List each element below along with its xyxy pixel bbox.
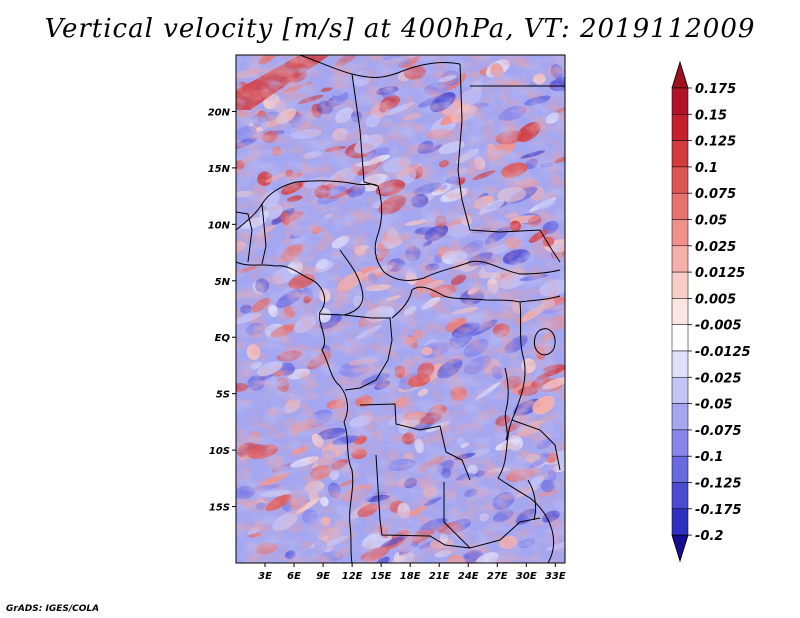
lat-tick-label: 15N	[208, 164, 231, 175]
colorbar-segment	[671, 245, 689, 273]
lon-tick-label: 15E	[371, 571, 392, 582]
colorbar-label: -0.125	[695, 477, 742, 492]
colorbar-label: -0.025	[695, 371, 742, 386]
colorbar: 0.175 0.15 0.125 0.1 0.075 0.05 0.025 0.0125 0.0…	[671, 60, 751, 563]
lat-tick-label: EQ	[215, 333, 231, 344]
colorbar-segment	[671, 429, 689, 457]
colorbar-label: -0.075	[695, 424, 742, 439]
lon-tick-label: 6E	[287, 571, 301, 582]
border-sahel	[236, 180, 379, 231]
colorbar-label: 0.1	[695, 161, 718, 176]
colorbar-bottom-arrow	[671, 534, 689, 563]
lon-tick-label: 33E	[545, 571, 566, 582]
colorbar-segment	[671, 166, 689, 194]
border-sudan	[457, 63, 561, 263]
colorbar-label: -0.005	[695, 319, 742, 334]
lon-tick-label: 27E	[487, 571, 508, 582]
colorbar-label: 0.175	[695, 82, 736, 97]
border-north-1	[299, 55, 461, 78]
colorbar-label: 0.05	[695, 214, 727, 229]
lat-tick-label: 5S	[216, 390, 230, 401]
border-tanzania	[511, 419, 561, 471]
colorbar-label: -0.0125	[695, 345, 751, 360]
colorbar-segment	[671, 219, 689, 247]
colorbar-segment	[671, 324, 689, 352]
lon-tick-label: 18E	[400, 571, 421, 582]
lat-tick-label: 5N	[215, 277, 231, 288]
vertical-velocity-map	[236, 55, 565, 563]
colorbar-label: 0.025	[695, 240, 736, 255]
border-angola-drc	[359, 403, 471, 481]
colorbar-top-arrow	[671, 60, 689, 89]
lon-tick-label: 9E	[316, 571, 330, 582]
lake-malawi	[527, 479, 537, 521]
border-gabon-congo	[343, 314, 393, 391]
lat-tick-label: 20N	[208, 107, 231, 118]
colorbar-segment	[671, 377, 689, 404]
colorbar-segment	[671, 350, 689, 378]
colorbar-label: 0.0125	[695, 266, 745, 281]
map-title: Vertical velocity [m/s] at 400hPa, VT: 2…	[44, 14, 756, 44]
colorbar-label: -0.2	[695, 529, 723, 544]
colorbar-label: 0.005	[695, 292, 736, 307]
colorbar-label: -0.175	[695, 503, 742, 518]
border-angola-south	[375, 454, 471, 549]
border-ghana	[261, 203, 267, 265]
colorbar-segment	[671, 298, 689, 325]
lat-tick-label: 15S	[209, 503, 230, 514]
border-cameroon	[319, 249, 364, 316]
lat-tick-label: 10S	[209, 446, 230, 457]
lon-tick-label: 24E	[458, 571, 479, 582]
colorbar-segment	[671, 508, 689, 536]
colorbar-label: 0.125	[695, 135, 736, 150]
colorbar-label: -0.1	[695, 450, 723, 465]
colorbar-segment	[671, 87, 689, 115]
border-west-africa	[236, 211, 253, 263]
colorbar-segment	[671, 403, 689, 431]
latitude-axis: 20N 15N 10N 5N EQ 5S 10S 15S	[208, 107, 236, 514]
map-frame	[235, 54, 566, 564]
country-borders	[236, 55, 565, 563]
border-zambia	[443, 482, 541, 549]
coastline-southwest	[343, 421, 354, 563]
colorbar-segment	[671, 140, 689, 168]
colorbar-label: 0.15	[695, 108, 727, 123]
lon-tick-label: 12E	[342, 571, 363, 582]
border-car	[374, 185, 561, 281]
longitude-axis: 3E 6E 9E 12E 15E 18E 21E 24E 27E 30E 33E	[258, 563, 566, 582]
field-texture-red	[236, 55, 565, 563]
lon-tick-label: 21E	[429, 571, 450, 582]
colorbar-segment	[671, 482, 689, 510]
border-uganda-kenya	[519, 295, 561, 303]
lake-tanganyika	[504, 367, 509, 441]
border-drc-north	[391, 286, 521, 319]
colorbar-segment	[671, 271, 689, 299]
colorbar-segment	[671, 192, 689, 220]
lake-victoria	[533, 328, 556, 356]
border-drc-east	[497, 301, 526, 479]
lat-tick-label: 10N	[208, 220, 231, 231]
colorbar-label: 0.075	[695, 187, 736, 202]
lon-tick-label: 3E	[258, 571, 272, 582]
colorbar-label: -0.05	[695, 398, 732, 413]
colorbar-segment	[671, 455, 689, 483]
border-mozambique	[497, 477, 555, 563]
grads-credit: GrADS: IGES/COLA	[6, 604, 100, 614]
colorbar-segment	[671, 114, 689, 141]
border-niger-chad	[351, 73, 379, 187]
coastline-west	[236, 261, 348, 423]
lon-tick-label: 30E	[516, 571, 537, 582]
